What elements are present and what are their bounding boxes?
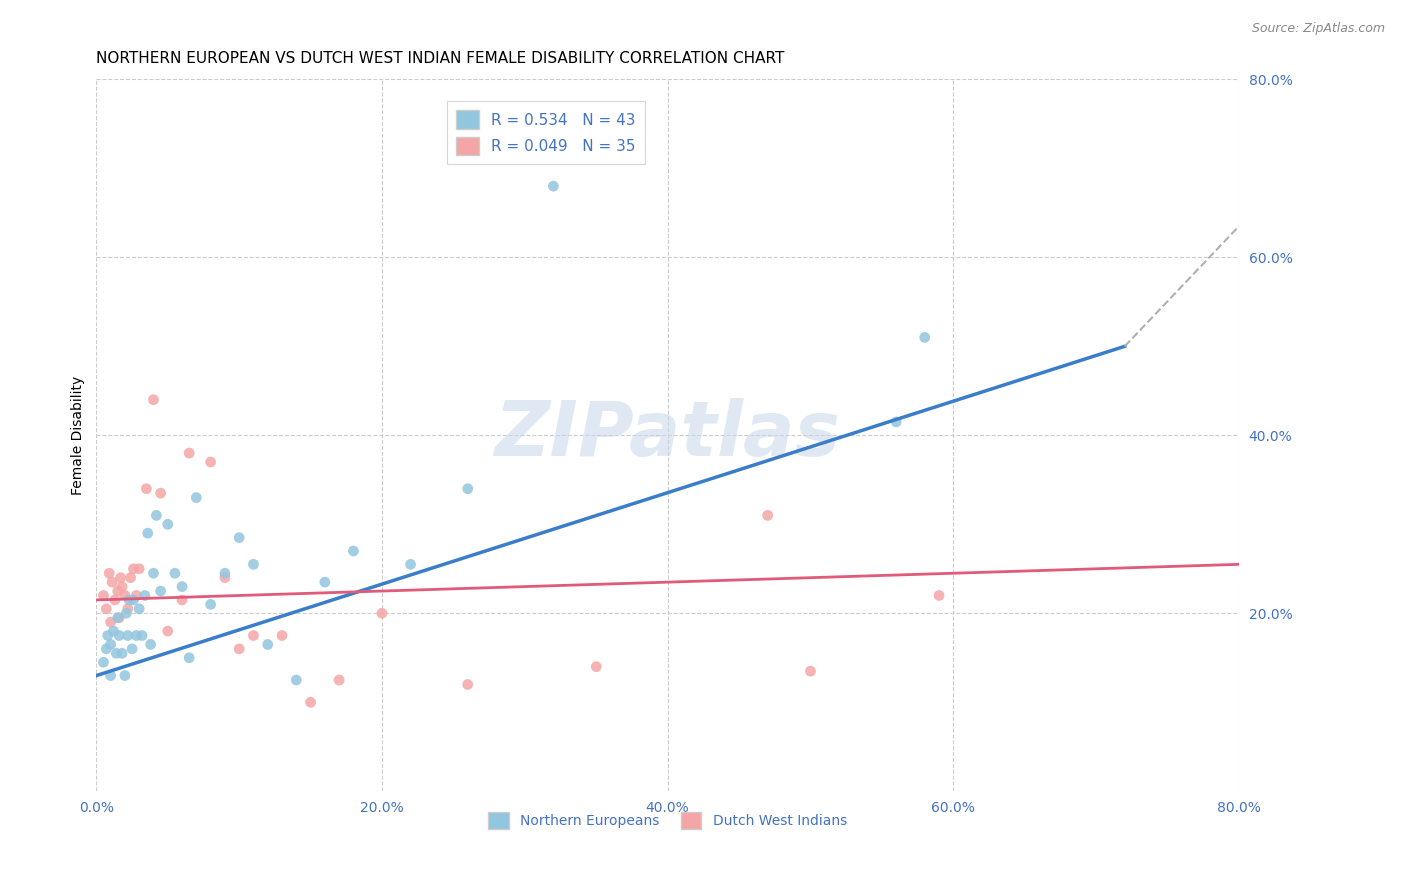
Point xyxy=(139,637,162,651)
Text: Source: ZipAtlas.com: Source: ZipAtlas.com xyxy=(1251,22,1385,36)
Point xyxy=(914,330,936,344)
Point xyxy=(271,628,294,642)
Point xyxy=(214,571,236,585)
Point xyxy=(108,628,131,642)
Point xyxy=(399,558,422,572)
Point xyxy=(93,589,115,603)
Point xyxy=(125,589,148,603)
Point xyxy=(884,415,907,429)
Point xyxy=(100,668,122,682)
Point xyxy=(179,446,201,460)
Point xyxy=(134,589,156,603)
Point xyxy=(125,628,148,642)
Point xyxy=(371,607,394,621)
Point xyxy=(114,668,136,682)
Point xyxy=(228,531,250,545)
Point xyxy=(149,486,172,500)
Point xyxy=(214,566,236,581)
Point xyxy=(186,491,208,505)
Point xyxy=(136,526,159,541)
Point xyxy=(299,695,322,709)
Point xyxy=(128,602,150,616)
Point xyxy=(170,593,193,607)
Point xyxy=(543,179,565,194)
Point xyxy=(135,482,157,496)
Point xyxy=(285,673,308,687)
Point xyxy=(756,508,779,523)
Point xyxy=(120,571,142,585)
Point xyxy=(200,455,222,469)
Point xyxy=(96,641,118,656)
Point xyxy=(101,575,124,590)
Legend: Northern Europeans, Dutch West Indians: Northern Europeans, Dutch West Indians xyxy=(482,806,852,834)
Point xyxy=(242,558,264,572)
Point xyxy=(100,615,122,630)
Point xyxy=(328,673,350,687)
Point xyxy=(117,602,139,616)
Point xyxy=(242,628,264,642)
Point xyxy=(122,593,145,607)
Point xyxy=(142,392,165,407)
Point xyxy=(111,646,134,660)
Point xyxy=(163,566,186,581)
Point xyxy=(142,566,165,581)
Point xyxy=(228,641,250,656)
Point xyxy=(131,628,153,642)
Point xyxy=(156,624,179,638)
Text: NORTHERN EUROPEAN VS DUTCH WEST INDIAN FEMALE DISABILITY CORRELATION CHART: NORTHERN EUROPEAN VS DUTCH WEST INDIAN F… xyxy=(97,51,785,66)
Point xyxy=(256,637,278,651)
Point xyxy=(118,593,141,607)
Point xyxy=(100,637,122,651)
Point xyxy=(105,646,128,660)
Point xyxy=(342,544,364,558)
Point xyxy=(107,584,129,599)
Point xyxy=(117,628,139,642)
Point xyxy=(585,659,607,673)
Point xyxy=(121,641,143,656)
Point xyxy=(103,624,125,638)
Point xyxy=(128,562,150,576)
Point xyxy=(799,664,821,678)
Point xyxy=(122,562,145,576)
Point xyxy=(457,482,479,496)
Point xyxy=(156,517,179,532)
Point xyxy=(108,611,131,625)
Point xyxy=(179,650,201,665)
Point xyxy=(111,580,134,594)
Point xyxy=(200,598,222,612)
Point xyxy=(107,611,129,625)
Point xyxy=(104,593,127,607)
Point xyxy=(114,589,136,603)
Point xyxy=(145,508,167,523)
Text: ZIPatlas: ZIPatlas xyxy=(495,399,841,472)
Point xyxy=(457,677,479,691)
Point xyxy=(928,589,950,603)
Point xyxy=(170,580,193,594)
Point xyxy=(314,575,336,590)
Y-axis label: Female Disability: Female Disability xyxy=(72,376,86,495)
Point xyxy=(149,584,172,599)
Point xyxy=(110,571,132,585)
Point xyxy=(96,602,118,616)
Point xyxy=(115,607,138,621)
Point xyxy=(98,566,121,581)
Point xyxy=(97,628,120,642)
Point xyxy=(93,655,115,669)
